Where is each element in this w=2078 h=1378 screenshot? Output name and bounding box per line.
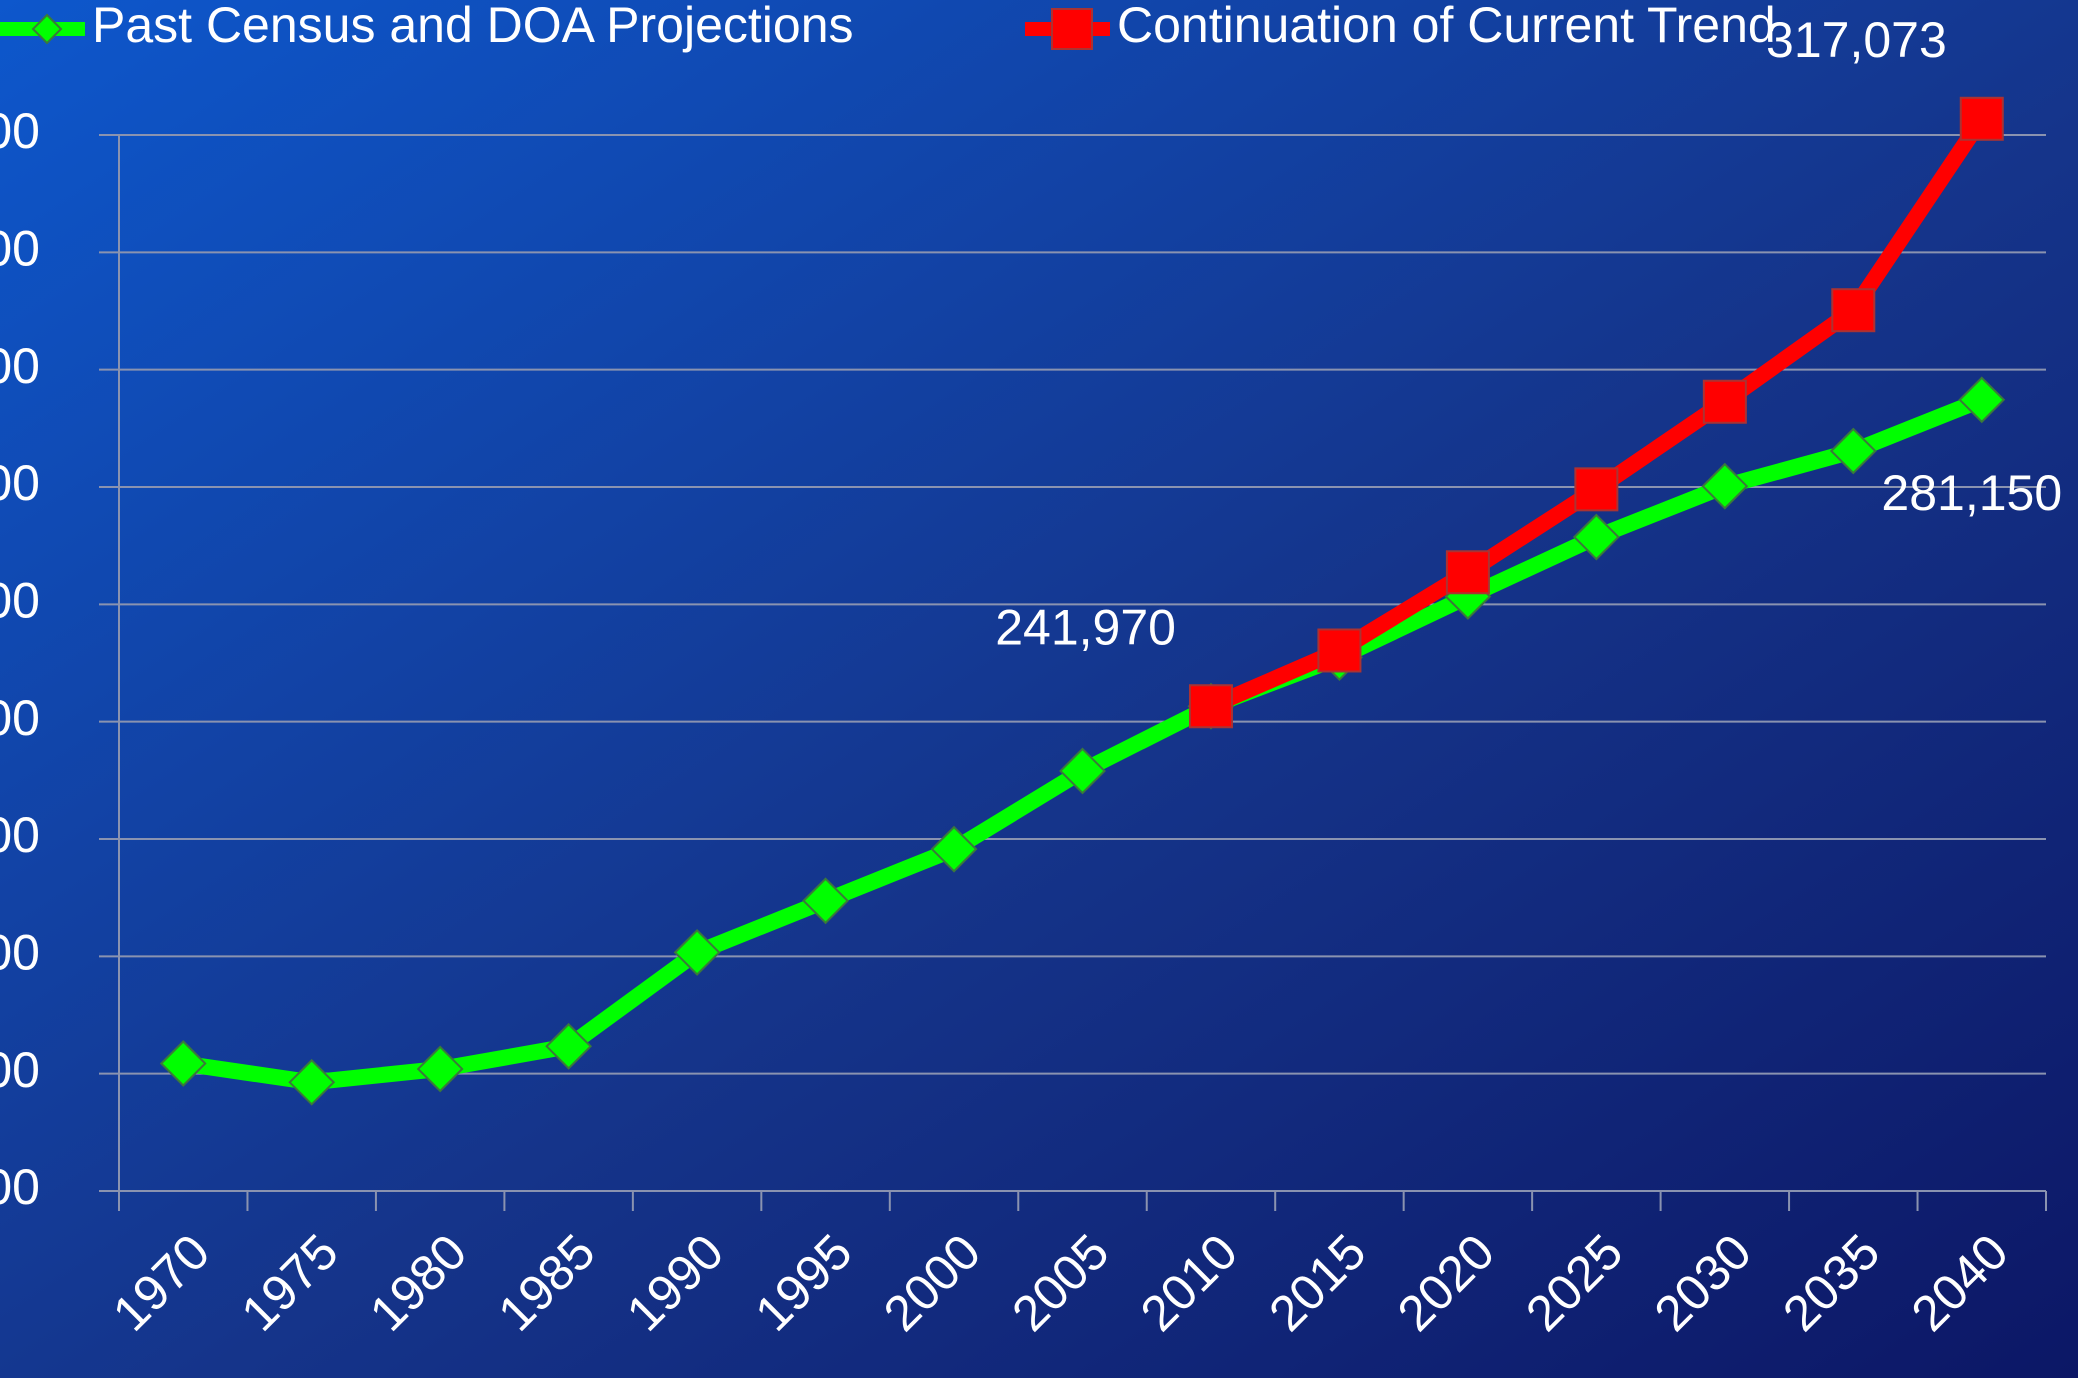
data-point — [1574, 467, 1619, 512]
y-tick-label: 00 — [0, 221, 40, 277]
data-point — [1317, 628, 1362, 673]
y-tick-label: 00 — [0, 807, 40, 863]
data-point — [288, 1058, 336, 1106]
legend-label: Continuation of Current Trend — [1117, 0, 1776, 53]
y-tick-label: 00 — [0, 1042, 40, 1098]
data-point — [1959, 96, 2004, 141]
data-point — [673, 929, 721, 976]
data-label: 281,150 — [1881, 465, 2062, 521]
data-point — [1701, 462, 1749, 510]
y-tick-label: 00 — [0, 455, 40, 511]
y-tick-label: 00 — [0, 690, 40, 746]
data-point — [1572, 513, 1620, 561]
data-label: 317,073 — [1766, 12, 1947, 68]
data-point — [1702, 379, 1747, 424]
y-tick-label: 00 — [0, 925, 40, 981]
data-point — [545, 1022, 593, 1070]
data-point — [416, 1045, 464, 1093]
data-point — [1829, 427, 1877, 475]
data-point — [802, 877, 849, 925]
y-tick-label: 00 — [0, 103, 40, 159]
data-point — [1059, 747, 1106, 795]
data-label: 241,970 — [995, 599, 1176, 655]
legend-marker — [31, 13, 63, 45]
legend-marker — [1051, 8, 1093, 50]
data-point — [930, 825, 978, 873]
data-point — [1445, 550, 1490, 595]
legend-label: Past Census and DOA Projections — [92, 0, 854, 53]
data-point — [1188, 684, 1233, 729]
y-tick-label: 00 — [0, 1159, 40, 1215]
y-tick-label: 00 — [0, 573, 40, 629]
data-point — [159, 1040, 207, 1087]
data-point — [1958, 376, 2006, 424]
data-point — [1831, 288, 1876, 333]
y-tick-label: 00 — [0, 338, 40, 394]
